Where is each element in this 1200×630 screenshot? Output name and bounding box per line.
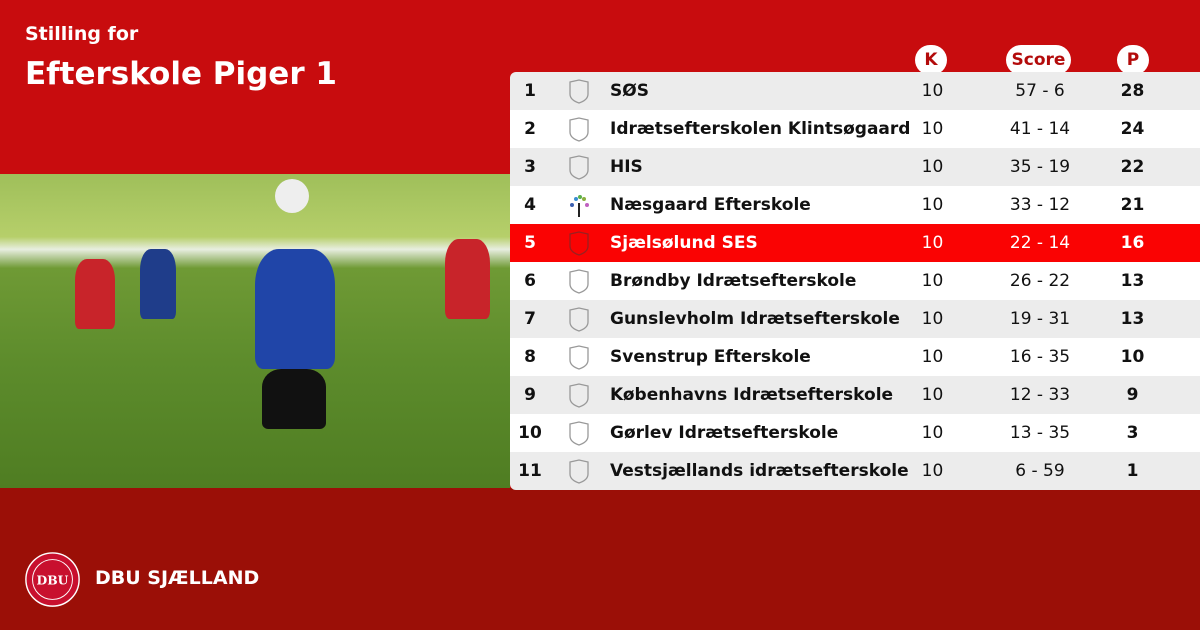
position: 8 [524,347,536,367]
points: 10 [1120,347,1145,367]
goal-score: 57 - 6 [1015,81,1065,101]
goal-score: 33 - 12 [1009,195,1071,215]
shield-icon [569,231,589,256]
matches-played: 10 [921,461,944,481]
table-row[interactable]: 10 Gørlev Idrætsefterskole 10 13 - 35 3 [510,414,1200,452]
matches-played: 10 [921,195,944,215]
team-name: Sjælsølund SES [610,233,758,253]
matches-played: 10 [921,119,944,139]
position: 6 [524,271,536,291]
position: 9 [524,385,536,405]
team-name: Vestsjællands idrætsefterskole [610,461,909,481]
position: 11 [518,461,542,481]
dbu-logo: DBU [25,552,80,607]
team-name: SØS [610,81,649,101]
goal-score: 35 - 19 [1009,157,1071,177]
goal-score: 22 - 14 [1009,233,1071,253]
shield-icon [569,345,589,370]
tree-logo-icon [570,195,589,217]
points: 16 [1120,233,1145,253]
points: 28 [1120,81,1145,101]
goal-score: 12 - 33 [1009,385,1071,405]
column-header-p: P [1117,45,1149,75]
page-subtitle: Stilling for [25,23,139,45]
team-name: Næsgaard Efterskole [610,195,811,215]
points: 13 [1120,309,1145,329]
shield-icon [569,269,589,294]
points: 3 [1126,423,1139,443]
points: 9 [1126,385,1139,405]
team-name: Københavns Idrætsefterskole [610,385,894,405]
column-header-score: Score [1006,45,1071,75]
shield-icon [569,307,589,332]
position: 3 [524,157,536,177]
team-name: Gørlev Idrætsefterskole [610,423,839,443]
team-name: Brøndby Idrætsefterskole [610,271,857,291]
page-title: Efterskole Piger 1 [25,56,337,92]
table-row[interactable]: 1 SØS 10 57 - 6 28 [510,72,1200,110]
position: 1 [524,81,536,101]
shield-icon [569,117,589,142]
shield-icon [569,383,589,408]
position: 4 [524,195,536,215]
goal-score: 16 - 35 [1009,347,1071,367]
points: 21 [1120,195,1145,215]
shield-icon [569,155,589,180]
matches-played: 10 [921,233,944,253]
team-name: Idrætsefterskolen Klintsøgaard [610,119,911,139]
matches-played: 10 [921,157,944,177]
standings-table: 1 SØS 10 57 - 6 28 2 Idrætsefterskolen Klintsø… [510,72,1200,490]
shield-icon [569,421,589,446]
table-row[interactable]: 6 Brøndby Idrætsefterskole 10 26 - 22 13 [510,262,1200,300]
table-row[interactable]: 7 Gunslevholm Idrætsefterskole 10 19 - 31 13 [510,300,1200,338]
team-name: Svenstrup Efterskole [610,347,811,367]
position: 10 [518,423,542,443]
column-header-k: K [915,45,947,75]
points: 22 [1120,157,1145,177]
table-row[interactable]: 5 Sjælsølund SES 10 22 - 14 16 [510,224,1200,262]
matches-played: 10 [921,81,944,101]
svg-text:DBU: DBU [37,572,69,587]
points: 24 [1120,119,1145,139]
goal-score: 6 - 59 [1015,461,1065,481]
points: 13 [1120,271,1145,291]
footer-band [0,488,1200,630]
position: 7 [524,309,536,329]
shield-icon [569,79,589,104]
position: 5 [524,233,536,253]
matches-played: 10 [921,423,944,443]
table-row[interactable]: 11 Vestsjællands idrætsefterskole 10 6 - 59… [510,452,1200,490]
table-row[interactable]: 3 HIS 10 35 - 19 22 [510,148,1200,186]
table-row[interactable]: 8 Svenstrup Efterskole 10 16 - 35 10 [510,338,1200,376]
table-row[interactable]: 2 Idrætsefterskolen Klintsøgaard 10 41 - 14… [510,110,1200,148]
brand-name: DBU SJÆLLAND [95,567,260,589]
goal-score: 26 - 22 [1009,271,1071,291]
matches-played: 10 [921,385,944,405]
goal-score: 13 - 35 [1009,423,1071,443]
table-row[interactable]: 4 Næsgaard Efterskole 10 33 - 12 21 [510,186,1200,224]
matches-played: 10 [921,347,944,367]
table-row[interactable]: 9 Københavns Idrætsefterskole 10 12 - 33 9 [510,376,1200,414]
matches-played: 10 [921,271,944,291]
match-photo [0,174,510,488]
team-name: HIS [610,157,643,177]
position: 2 [524,119,536,139]
points: 1 [1126,461,1139,481]
matches-played: 10 [921,309,944,329]
shield-icon [569,459,589,484]
goal-score: 41 - 14 [1009,119,1071,139]
goal-score: 19 - 31 [1009,309,1071,329]
team-name: Gunslevholm Idrætsefterskole [610,309,900,329]
